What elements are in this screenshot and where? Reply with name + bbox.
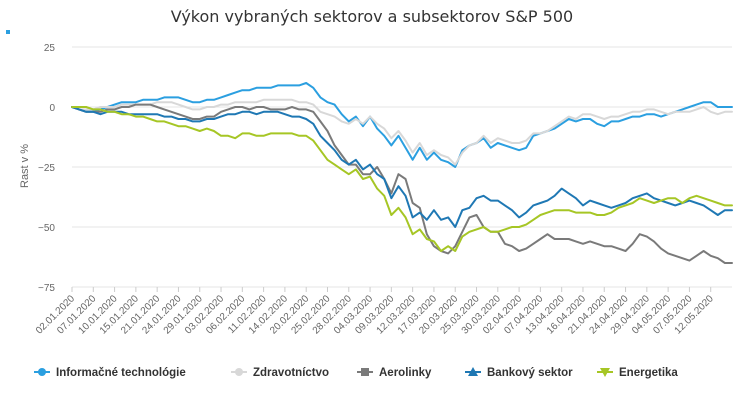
y-tick-label: 25 — [44, 43, 56, 54]
series-line-Informačné technológie — [71, 82, 733, 168]
y-tick-label: 0 — [49, 103, 55, 114]
legend-label: Energetika — [619, 367, 678, 379]
legend-marker — [361, 368, 369, 376]
legend-label: Informačné technológie — [56, 367, 186, 379]
legend-label: Aerolinky — [379, 367, 432, 379]
series-lines — [71, 82, 733, 264]
series-line-Energetika — [71, 106, 733, 252]
legend-marker — [468, 367, 478, 376]
x-axis-ticks: 02.01.202007.01.202010.01.202015.01.2020… — [34, 287, 716, 337]
y-tick-label: −75 — [38, 283, 55, 294]
gridlines — [72, 46, 732, 288]
y-axis-ticks: 25 0 −25 −50 −75 — [38, 43, 55, 294]
y-axis-title: Rast v % — [19, 144, 31, 188]
legend-item[interactable]: Bankový sektor — [465, 367, 573, 379]
menu-icon[interactable] — [6, 30, 10, 34]
legend: Informačné technológie Zdravotníctvo Aerol… — [34, 367, 678, 379]
y-tick-label: −50 — [38, 223, 55, 234]
legend-item[interactable]: Zdravotníctvo — [231, 367, 329, 379]
legend-marker — [38, 368, 46, 376]
legend-item[interactable]: Aerolinky — [357, 367, 432, 379]
series-line-Zdravotníctvo — [71, 98, 733, 166]
series-line-Bankový sektor — [71, 106, 733, 228]
y-tick-label: −25 — [38, 163, 55, 174]
legend-marker — [235, 368, 243, 376]
series-line-Aerolinky — [71, 103, 733, 264]
legend-marker — [600, 368, 610, 377]
legend-label: Bankový sektor — [487, 367, 573, 379]
legend-item[interactable]: Informačné technológie — [34, 367, 186, 379]
chart-title: Výkon vybraných sektorov a subsektorov S… — [171, 7, 573, 26]
legend-label: Zdravotníctvo — [253, 367, 329, 379]
legend-item[interactable]: Energetika — [597, 367, 678, 379]
